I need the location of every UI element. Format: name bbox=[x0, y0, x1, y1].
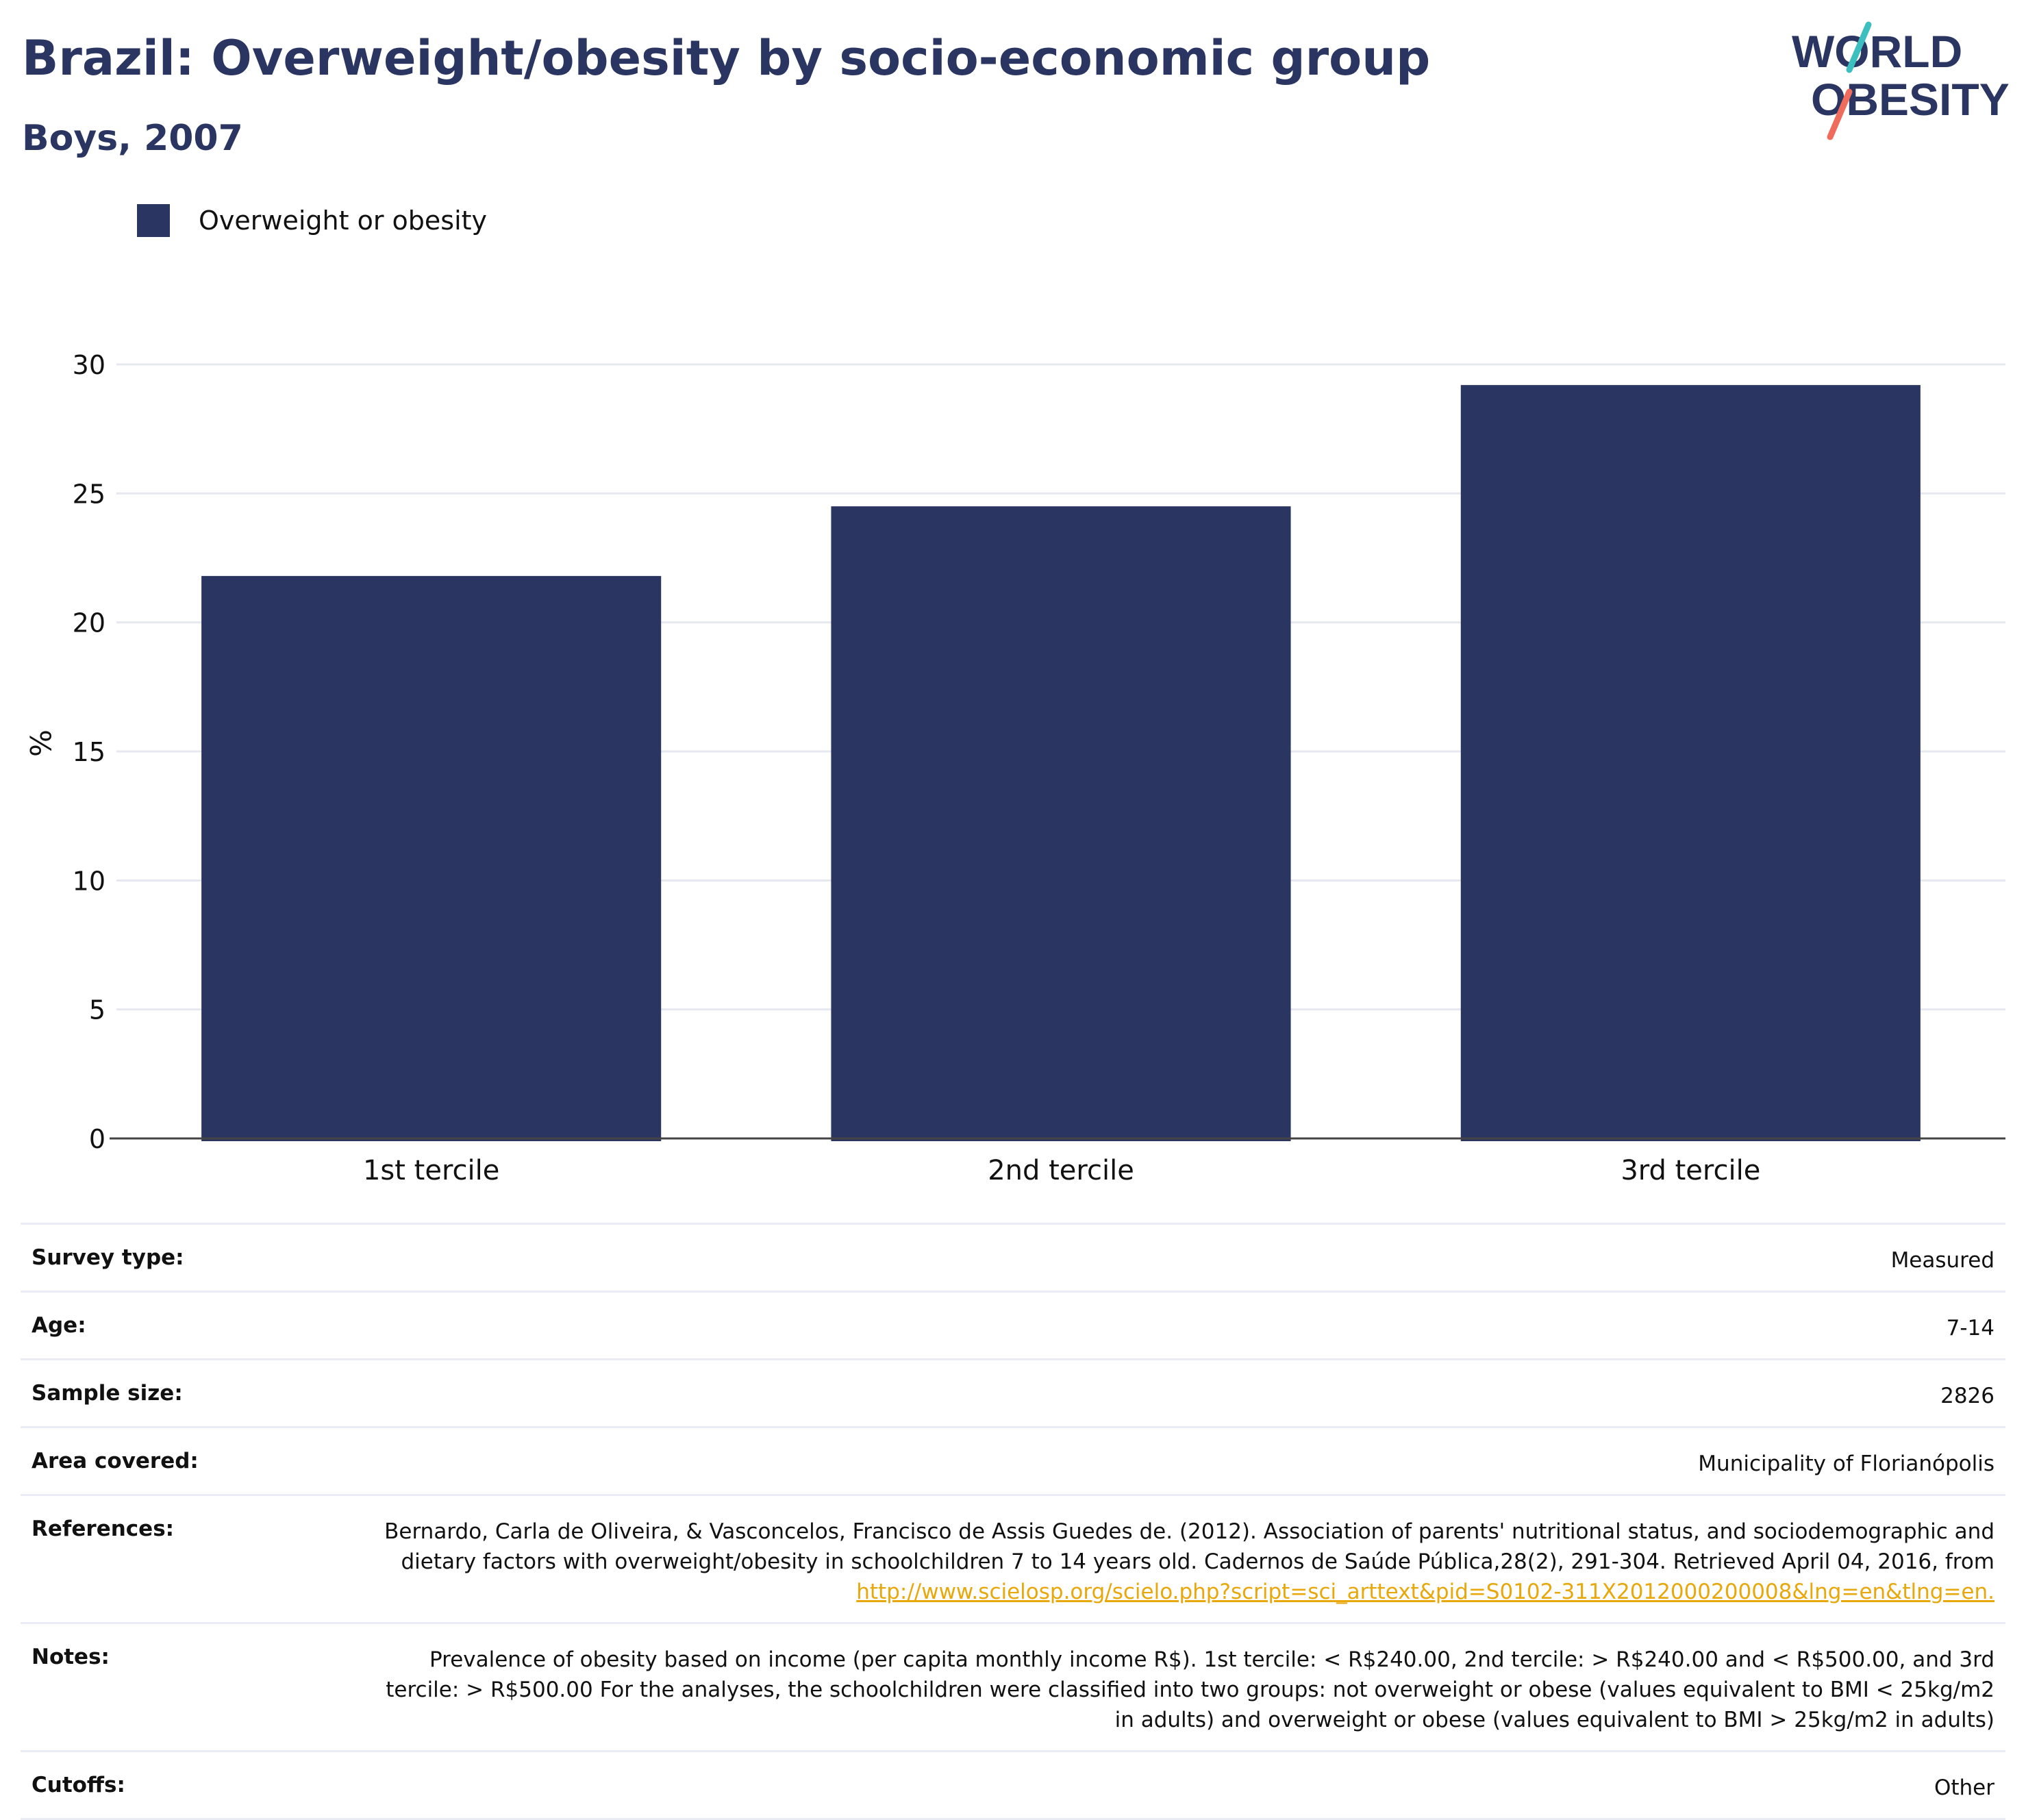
detail-row-area: Area covered: Municipality of Florianópo… bbox=[21, 1426, 2005, 1494]
y-tick-label: 0 bbox=[89, 1124, 105, 1154]
detail-row-references: References: Bernardo, Carla de Oliveira,… bbox=[21, 1494, 2005, 1622]
reference-link[interactable]: http://www.scielosp.org/scielo.php?scrip… bbox=[856, 1580, 1994, 1604]
detail-row-survey-type: Survey type: Measured bbox=[21, 1223, 2005, 1291]
y-tick-label: 15 bbox=[73, 737, 105, 767]
legend-label: Overweight or obesity bbox=[199, 205, 488, 236]
y-axis-label: % bbox=[24, 730, 58, 757]
y-tick-label: 20 bbox=[73, 608, 105, 638]
logo-line1: WORLD bbox=[1792, 26, 1962, 77]
details-table: Survey type: Measured Age: 7-14 Sample s… bbox=[21, 1223, 2005, 1820]
detail-row-cutoffs: Cutoffs: Other bbox=[21, 1750, 2005, 1820]
detail-value: Prevalence of obesity based on income (p… bbox=[386, 1647, 1994, 1732]
y-tick-label: 25 bbox=[73, 479, 105, 509]
detail-value: Other bbox=[1934, 1775, 1994, 1800]
detail-label: Area covered: bbox=[32, 1449, 199, 1473]
chart-title: Brazil: Overweight/obesity by socio-econ… bbox=[22, 30, 1431, 86]
detail-label: Age: bbox=[32, 1313, 86, 1338]
x-tick-label: 3rd tercile bbox=[1621, 1155, 1760, 1186]
y-tick-label: 5 bbox=[89, 995, 105, 1025]
detail-value: Municipality of Florianópolis bbox=[1698, 1451, 1994, 1476]
bar[interactable] bbox=[201, 575, 662, 1141]
bar[interactable] bbox=[1460, 385, 1921, 1142]
logo-slash-teal bbox=[1846, 21, 1872, 73]
x-tick-label: 1st tercile bbox=[363, 1155, 499, 1186]
detail-label: Notes: bbox=[32, 1645, 110, 1669]
detail-row-notes: Notes: Prevalence of obesity based on in… bbox=[21, 1622, 2005, 1750]
detail-row-age: Age: 7-14 bbox=[21, 1291, 2005, 1358]
reference-text: Bernardo, Carla de Oliveira, & Vasconcel… bbox=[384, 1519, 1994, 1574]
detail-value: 7-14 bbox=[1946, 1316, 1994, 1341]
detail-value: Bernardo, Carla de Oliveira, & Vasconcel… bbox=[364, 1517, 1994, 1607]
bar[interactable] bbox=[831, 506, 1291, 1141]
detail-row-sample-size: Sample size: 2826 bbox=[21, 1358, 2005, 1426]
logo-slash-coral bbox=[1827, 88, 1853, 140]
bar-chart: 0 5 10 15 20 25 30 1st tercile 2nd tercile 3rd te… bbox=[73, 350, 2005, 1186]
legend-swatch bbox=[137, 204, 170, 237]
detail-label: Survey type: bbox=[32, 1245, 184, 1270]
detail-label: References: bbox=[32, 1517, 175, 1541]
legend[interactable]: Overweight or obesity bbox=[137, 203, 487, 238]
x-tick-label: 2nd tercile bbox=[988, 1155, 1134, 1186]
chart-subtitle: Boys, 2007 bbox=[22, 118, 243, 159]
y-tick-label: 10 bbox=[73, 866, 105, 896]
detail-label: Cutoffs: bbox=[32, 1773, 125, 1797]
y-tick-label: 30 bbox=[73, 350, 105, 380]
detail-value: 2826 bbox=[1940, 1384, 1994, 1408]
world-obesity-logo: WORLD OBESITY bbox=[1792, 21, 2010, 140]
detail-value: Measured bbox=[1890, 1248, 1994, 1273]
detail-label: Sample size: bbox=[32, 1381, 183, 1406]
